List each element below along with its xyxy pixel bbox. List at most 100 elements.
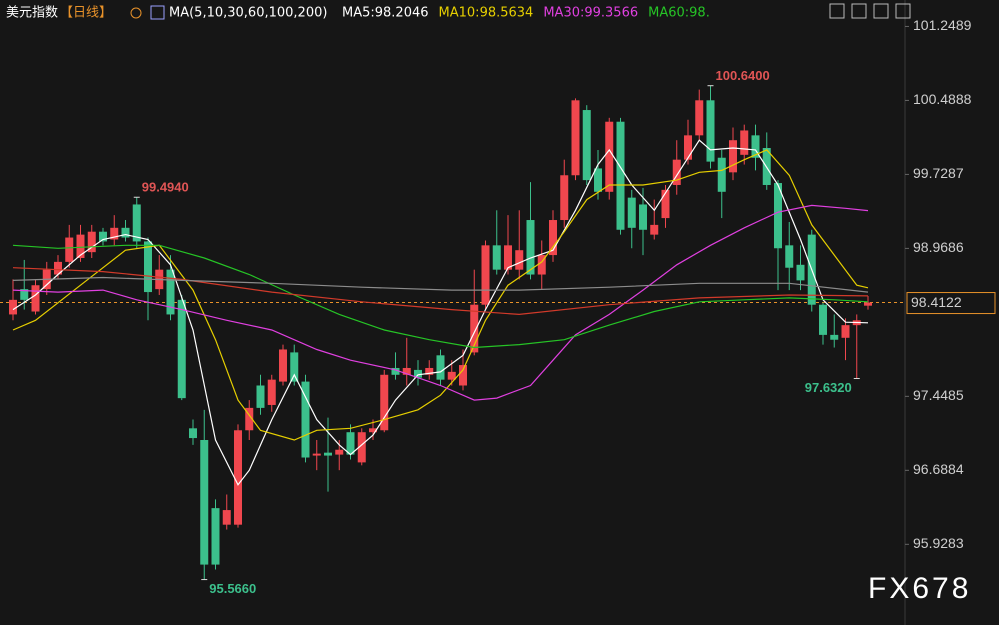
candle-body [537,255,546,275]
candle-body [650,224,659,235]
y-tick-label: 97.4485 [913,387,964,403]
annotation: 100.6400 [716,68,770,83]
ma-line [12,276,869,293]
ma-line [12,149,869,441]
y-tick-label: 95.9283 [913,535,964,551]
candle-body [20,289,29,300]
candle-body [110,227,119,240]
candle-body [312,453,321,456]
candle-body [594,168,602,192]
chart-title: 美元指数 [6,6,58,21]
candle-body [31,285,40,312]
candle-body [256,385,265,408]
candle-body [234,430,242,525]
candle-body [65,237,74,262]
candle-body [470,304,479,353]
candle-body [774,183,782,249]
candle-body [819,304,827,335]
candle-body [301,381,310,458]
candle-body [672,159,681,185]
ma-line [12,244,869,349]
candle-body [639,204,647,230]
candle-body [571,100,580,176]
annotation: 97.6320 [805,380,852,395]
candle-body [526,220,535,275]
candle-body [515,250,524,270]
candle-body [335,449,344,455]
candle-body [481,245,490,305]
y-tick-label: 96.6884 [913,461,964,477]
candle-body [189,428,197,439]
tool-button[interactable] [851,3,867,19]
candle-body [492,245,501,270]
last-price-label: 98.4122 [911,294,962,310]
tool-button[interactable] [829,3,845,19]
candle-body [357,432,366,463]
candle-body [76,234,85,258]
candle-body [177,299,186,399]
period[interactable]: 【日线】 [60,6,112,21]
watermark: FX678 [868,572,971,605]
candle-body [605,121,614,192]
y-tick-label: 99.7287 [913,165,964,181]
indicator: MA(5,10,30,60,100,200) [169,6,327,21]
legend-entry: MA30:99.3566 [543,6,638,21]
candle-body [121,227,130,238]
candle-body [447,371,456,380]
candle-body [9,299,17,315]
candle-body [504,245,512,270]
candle-body [267,379,276,405]
candle-body [402,367,411,375]
candle-body [436,355,445,380]
toolbar[interactable] [829,3,911,19]
ma-line [12,267,869,316]
legend-entry: MA5:98.2046 [342,6,429,21]
candle-body [425,367,434,375]
candle-body [391,367,400,375]
candle-body [144,241,152,293]
candle-body [222,510,231,525]
candle-body [346,432,355,455]
candle-body [369,428,377,433]
candle-body [200,440,209,565]
add-icon[interactable] [130,7,142,19]
candle-body [132,204,141,242]
candle-body [459,365,467,386]
candle-body [695,100,704,136]
candle-body [785,245,794,268]
candle-body [841,325,850,338]
candle-body [166,269,175,315]
ma-line [12,204,869,401]
legend-entry: MA60:98. [648,6,710,21]
candle-body [414,369,422,378]
candle-body [380,374,389,431]
candle-body [99,231,107,242]
candle-body [54,261,62,275]
candle-body [684,135,692,160]
annotation: 99.4940 [142,180,189,195]
indicator-icon[interactable] [150,5,165,20]
y-tick-label: 101.2489 [913,17,972,33]
candle-body [729,140,737,173]
candle-body [324,452,332,456]
tool-button[interactable] [895,3,911,19]
candle-body [740,130,749,155]
candle-body [560,175,569,221]
tool-button[interactable] [873,3,889,19]
candle-body [706,100,715,162]
candle-body [582,110,591,181]
y-tick-label: 98.9686 [913,239,964,255]
candle-body [661,189,670,219]
candle-body [211,508,220,565]
candle-body [864,302,872,306]
legend-entry: MA10:98.5634 [439,6,534,21]
candle-body [796,264,805,281]
candle-body [549,220,557,256]
candle-body [290,352,299,382]
candle-body [616,121,625,230]
candle-body [751,135,760,158]
y-tick-label: 100.4888 [913,91,972,107]
candle-body [830,334,839,340]
annotation: 95.5660 [209,581,256,596]
candle-body [279,349,287,382]
